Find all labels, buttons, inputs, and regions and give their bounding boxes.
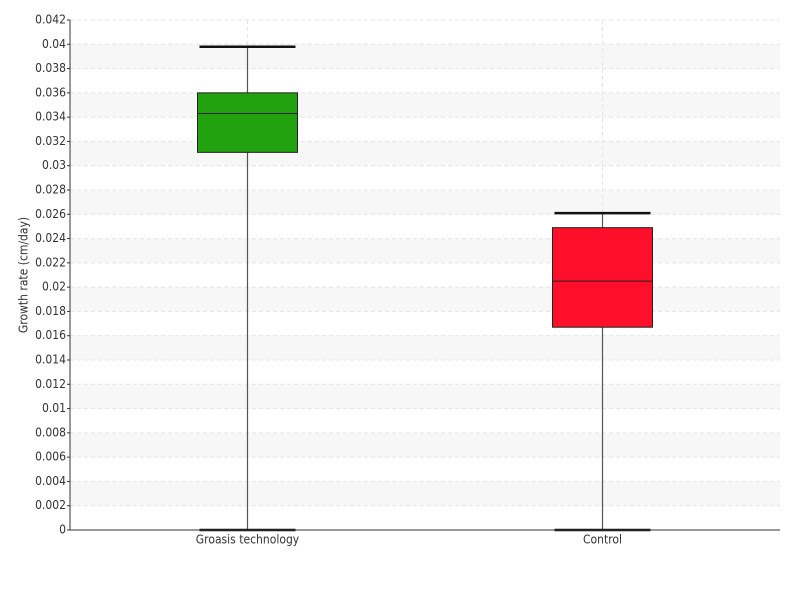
y-tick-label: 0.014	[35, 353, 66, 367]
y-axis-label: Growth rate (cm/day)	[17, 217, 31, 333]
grid-band	[70, 44, 780, 69]
grid-band	[70, 92, 780, 118]
grid-band	[70, 432, 780, 458]
y-tick-label: 0.02	[42, 280, 66, 294]
y-tick-label: 0.002	[35, 498, 66, 512]
y-tick-label: 0.004	[35, 474, 66, 488]
box	[552, 227, 653, 328]
y-tick-label: 0.04	[42, 37, 66, 51]
y-tick-label: 0.008	[35, 425, 66, 439]
y-tick-label: 0.01	[42, 401, 66, 415]
y-tick-label: 0.042	[35, 13, 66, 27]
x-tick-label: Control	[583, 533, 622, 547]
grid-band	[70, 287, 780, 312]
grid-band	[70, 190, 780, 215]
grid-band	[70, 238, 780, 263]
y-tick-label: 0.006	[35, 450, 66, 464]
y-tick-label: 0	[59, 523, 66, 537]
grid-band	[70, 481, 780, 506]
y-tick-label: 0.026	[35, 207, 66, 221]
y-tick-label: 0.03	[42, 158, 66, 172]
y-tick-label: 0.034	[35, 110, 66, 124]
y-tick-label: 0.012	[35, 377, 66, 391]
y-tick-label: 0.024	[35, 231, 66, 245]
x-tick-label: Groasis technology	[196, 533, 300, 547]
y-tick-label: 0.018	[35, 304, 66, 318]
y-tick-label: 0.038	[35, 61, 66, 75]
grid-band	[70, 141, 780, 166]
y-tick-label: 0.032	[35, 134, 66, 148]
y-tick-label: 0.028	[35, 183, 66, 197]
grid-band	[70, 384, 780, 409]
y-tick-label: 0.022	[35, 255, 66, 269]
y-tick-label: 0.036	[35, 85, 66, 99]
y-tick-label: 0.016	[35, 328, 66, 342]
box	[197, 92, 298, 153]
grid-band	[70, 335, 780, 360]
